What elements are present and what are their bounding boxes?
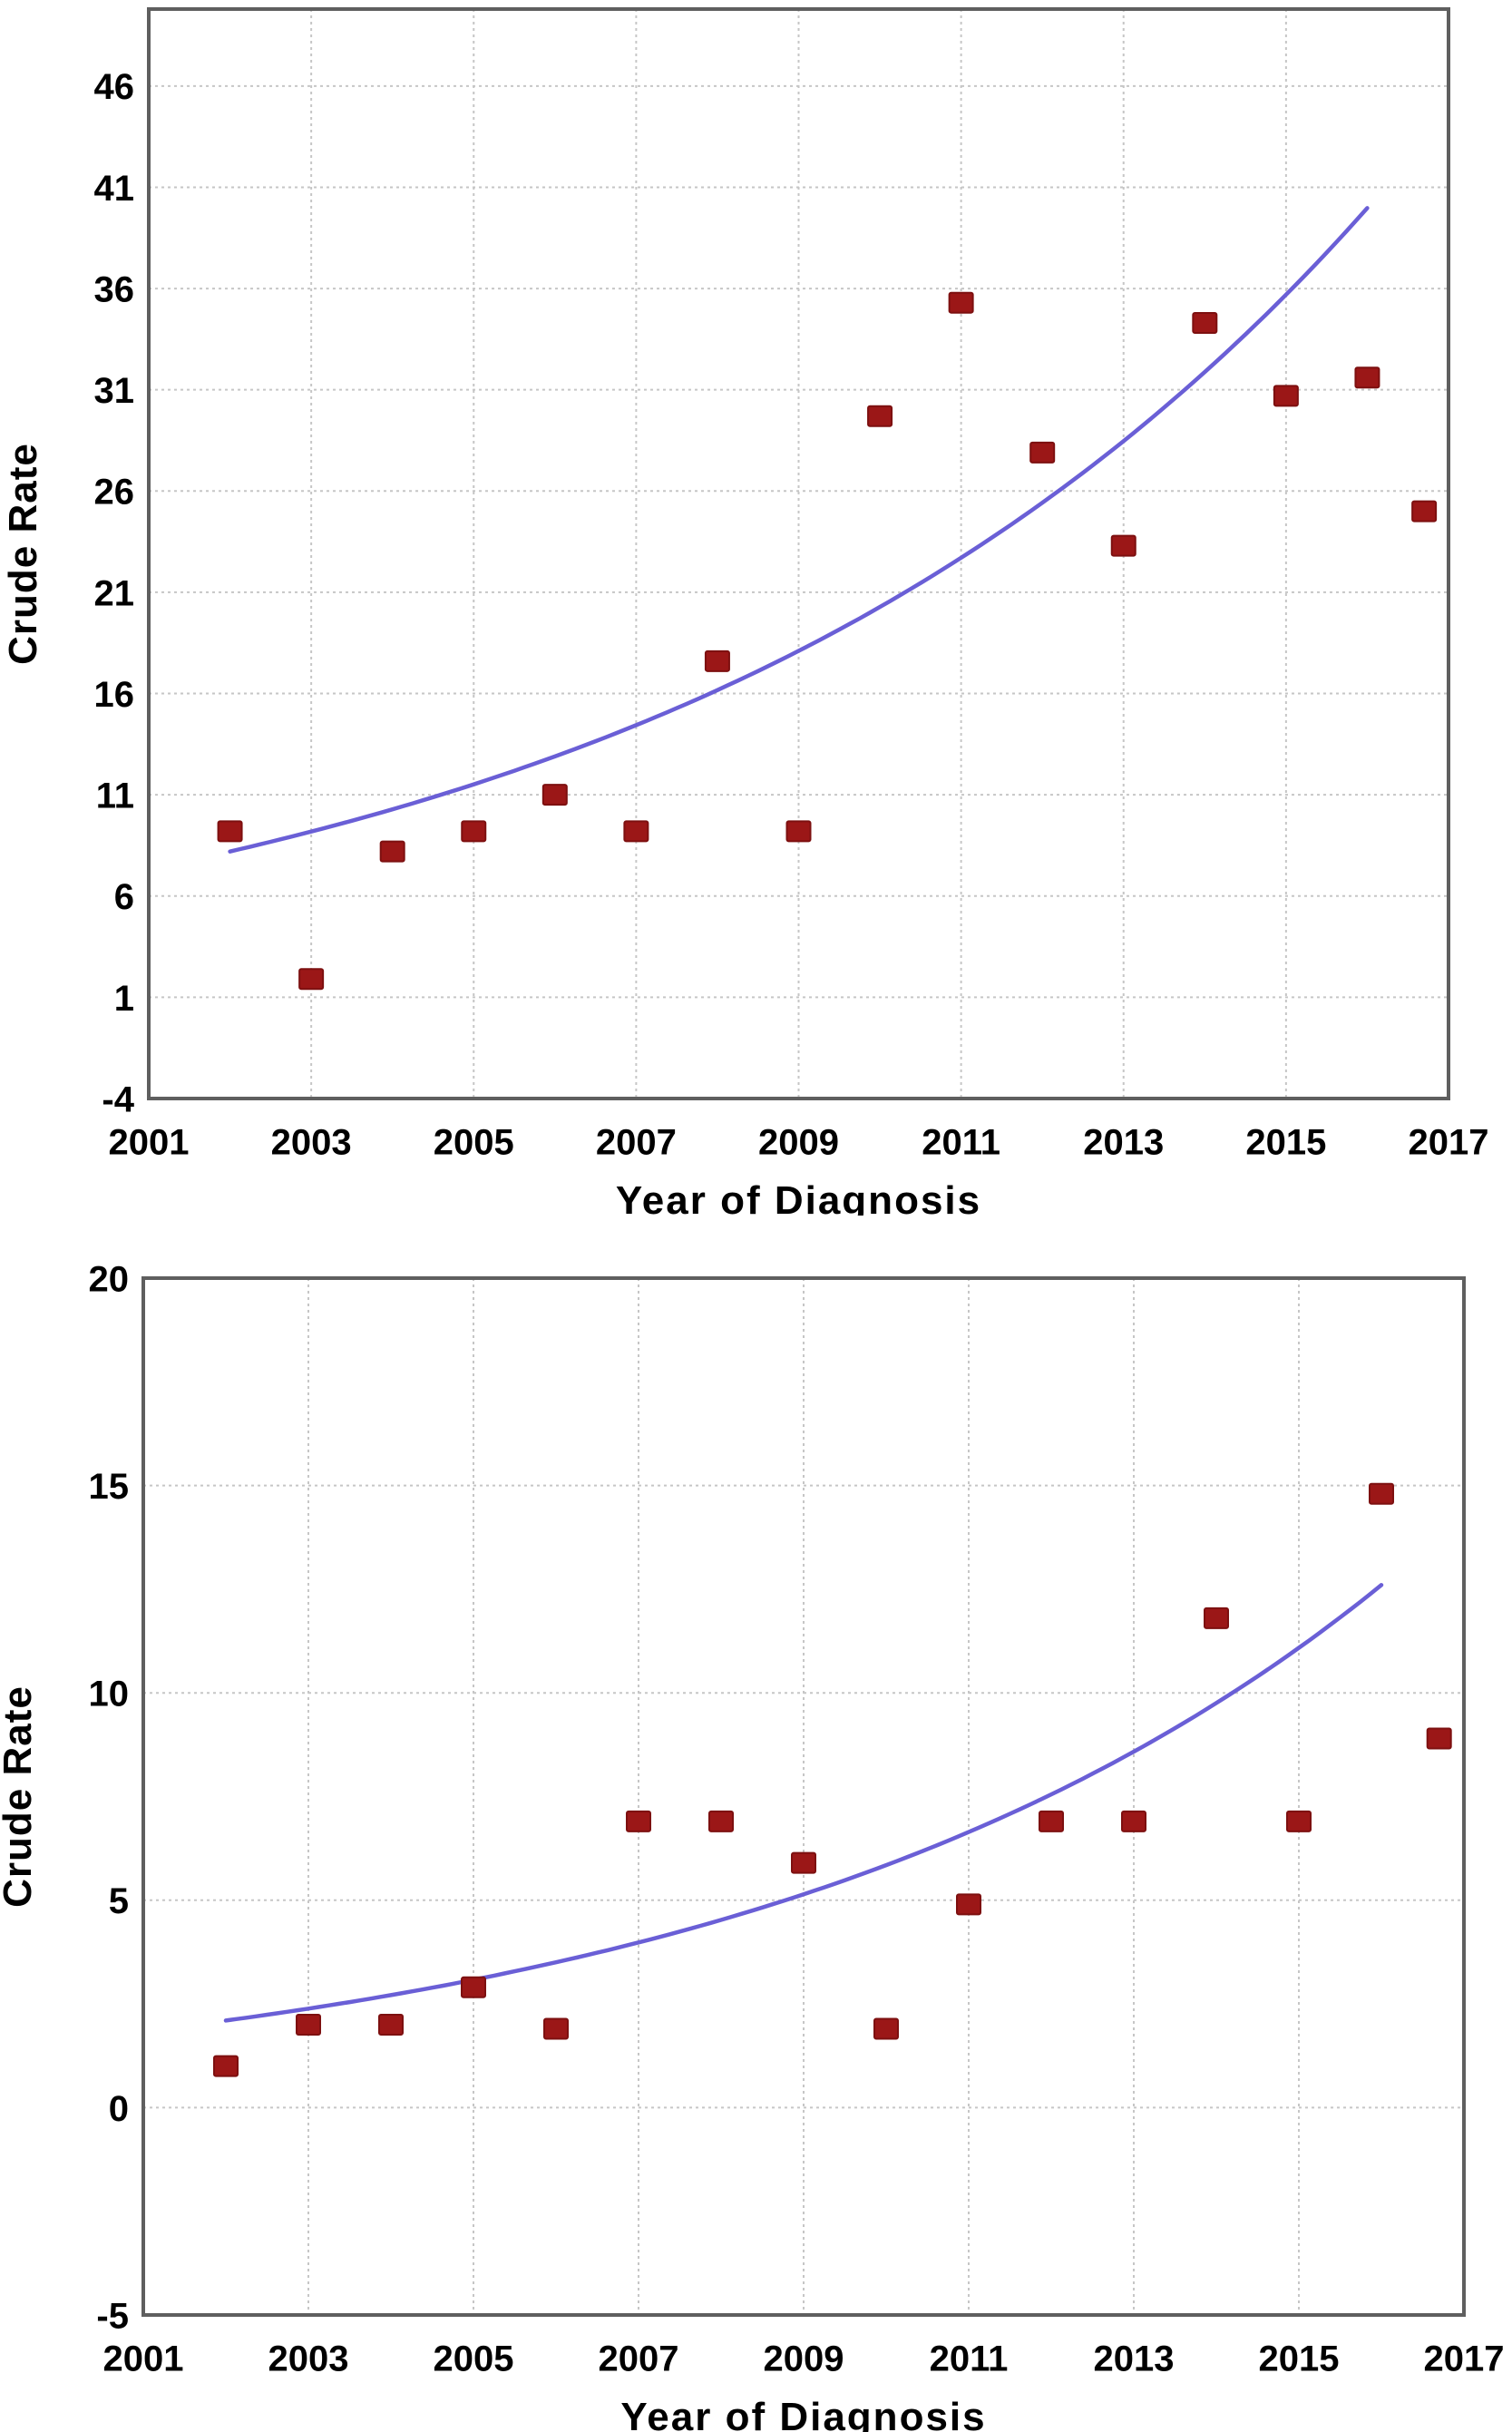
x-tick-label: 2001 xyxy=(103,2339,184,2378)
data-point xyxy=(379,840,405,863)
data-point xyxy=(461,820,487,843)
data-point xyxy=(1411,500,1438,523)
x-tick-label: 2011 xyxy=(922,1122,1000,1162)
x-tick-label: 2013 xyxy=(1094,2339,1175,2378)
crude-rate-chart-top: 46 41 36 31 26 21 16 11 6 1 -4 2001 2003 2005 2007 2009… xyxy=(1,7,1489,1216)
data-point xyxy=(541,784,568,806)
x-axis-title: Year of Diagnosis xyxy=(616,1178,981,1216)
data-point xyxy=(1369,1482,1394,1505)
data-point xyxy=(298,968,325,991)
data-point xyxy=(296,2013,321,2036)
gridlines xyxy=(143,1278,1464,2315)
x-tick-label: 2015 xyxy=(1245,1122,1326,1162)
y-tick-label: -4 xyxy=(102,1079,134,1119)
y-tick-label: 26 xyxy=(94,473,135,513)
x-tick-label: 2005 xyxy=(434,1122,514,1162)
plot-border xyxy=(147,7,1450,1100)
data-point xyxy=(1426,1727,1452,1750)
y-tick-label: 46 xyxy=(94,67,135,107)
data-point xyxy=(1273,385,1299,407)
gridlines xyxy=(149,9,1449,1099)
y-axis-tick-labels: 46 41 36 31 26 21 16 11 6 1 -4 xyxy=(94,67,135,1119)
x-tick-label: 2003 xyxy=(271,1122,352,1162)
data-point xyxy=(867,405,893,427)
y-tick-label: 21 xyxy=(94,573,135,613)
x-tick-label: 2011 xyxy=(930,2339,1009,2378)
data-point xyxy=(948,291,974,314)
data-point xyxy=(1039,1810,1064,1832)
data-point xyxy=(213,2055,239,2077)
x-axis-tick-labels: 2001 2003 2005 2007 2009 2011 2013 2015 2017 xyxy=(109,1122,1489,1162)
y-tick-label: 41 xyxy=(94,169,135,209)
data-point xyxy=(956,1893,981,1916)
data-points xyxy=(217,291,1438,991)
y-axis-title: Crude Rate xyxy=(0,1685,40,1908)
data-point xyxy=(378,2013,404,2036)
x-tick-label: 2001 xyxy=(109,1122,190,1162)
x-axis-tick-labels: 2001 2003 2005 2007 2009 2011 2013 2015 2017 xyxy=(103,2339,1505,2378)
crude-rate-chart-bottom: 20 15 10 5 0 -5 2001 2003 2005 2007 2009 2011 2013 20… xyxy=(0,1216,1512,2432)
data-point xyxy=(623,820,649,843)
y-tick-label: 5 xyxy=(109,1881,129,1921)
x-tick-label: 2017 xyxy=(1424,2339,1505,2378)
y-tick-label: 31 xyxy=(94,371,135,411)
y-tick-label: 1 xyxy=(114,979,134,1019)
y-tick-label: 6 xyxy=(114,877,134,917)
data-point xyxy=(543,2017,569,2040)
y-tick-label: 11 xyxy=(96,776,134,816)
data-point xyxy=(1192,312,1218,335)
x-tick-label: 2007 xyxy=(596,1122,677,1162)
data-point xyxy=(1354,366,1380,389)
trend-line xyxy=(228,206,1370,854)
x-tick-label: 2005 xyxy=(434,2339,514,2378)
y-tick-label: 0 xyxy=(109,2089,129,2129)
y-tick-label: 36 xyxy=(94,269,135,309)
plot-border xyxy=(141,1276,1466,2317)
data-point xyxy=(1286,1810,1312,1832)
data-point xyxy=(1110,534,1136,557)
data-point xyxy=(791,1851,816,1874)
y-tick-label: 20 xyxy=(89,1259,130,1299)
data-points xyxy=(213,1482,1452,2077)
data-point xyxy=(1204,1607,1229,1629)
x-tick-label: 2013 xyxy=(1083,1122,1164,1162)
y-axis-tick-labels: 20 15 10 5 0 -5 xyxy=(89,1259,130,2336)
x-tick-label: 2009 xyxy=(758,1122,839,1162)
y-axis-title: Crude Rate xyxy=(1,443,45,665)
data-point xyxy=(1029,441,1056,464)
data-point xyxy=(704,650,730,672)
data-point xyxy=(708,1810,734,1832)
data-point xyxy=(217,820,243,843)
plot-area xyxy=(143,1278,1464,2315)
data-point xyxy=(785,820,812,843)
plot-area xyxy=(149,9,1449,1099)
data-point xyxy=(626,1810,651,1832)
x-tick-label: 2017 xyxy=(1409,1122,1489,1162)
y-tick-label: 16 xyxy=(94,675,135,715)
y-tick-label: 15 xyxy=(89,1467,130,1507)
x-tick-label: 2015 xyxy=(1259,2339,1340,2378)
y-tick-label: -5 xyxy=(96,2296,129,2336)
trend-line xyxy=(223,1583,1384,2023)
x-tick-label: 2009 xyxy=(764,2339,844,2378)
data-point xyxy=(461,1976,486,1998)
y-tick-label: 10 xyxy=(89,1675,130,1714)
data-point xyxy=(1121,1810,1146,1832)
x-axis-title: Year of Diagnosis xyxy=(620,2395,986,2432)
x-tick-label: 2003 xyxy=(268,2339,349,2378)
data-point xyxy=(873,2017,899,2040)
x-tick-label: 2007 xyxy=(599,2339,679,2378)
